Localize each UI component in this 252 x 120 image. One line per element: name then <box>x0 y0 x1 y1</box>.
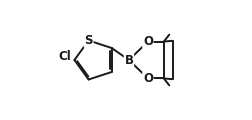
Text: Cl: Cl <box>59 50 72 63</box>
Text: B: B <box>124 54 133 66</box>
Text: O: O <box>143 35 153 48</box>
Text: O: O <box>143 72 153 85</box>
Text: S: S <box>84 34 93 47</box>
